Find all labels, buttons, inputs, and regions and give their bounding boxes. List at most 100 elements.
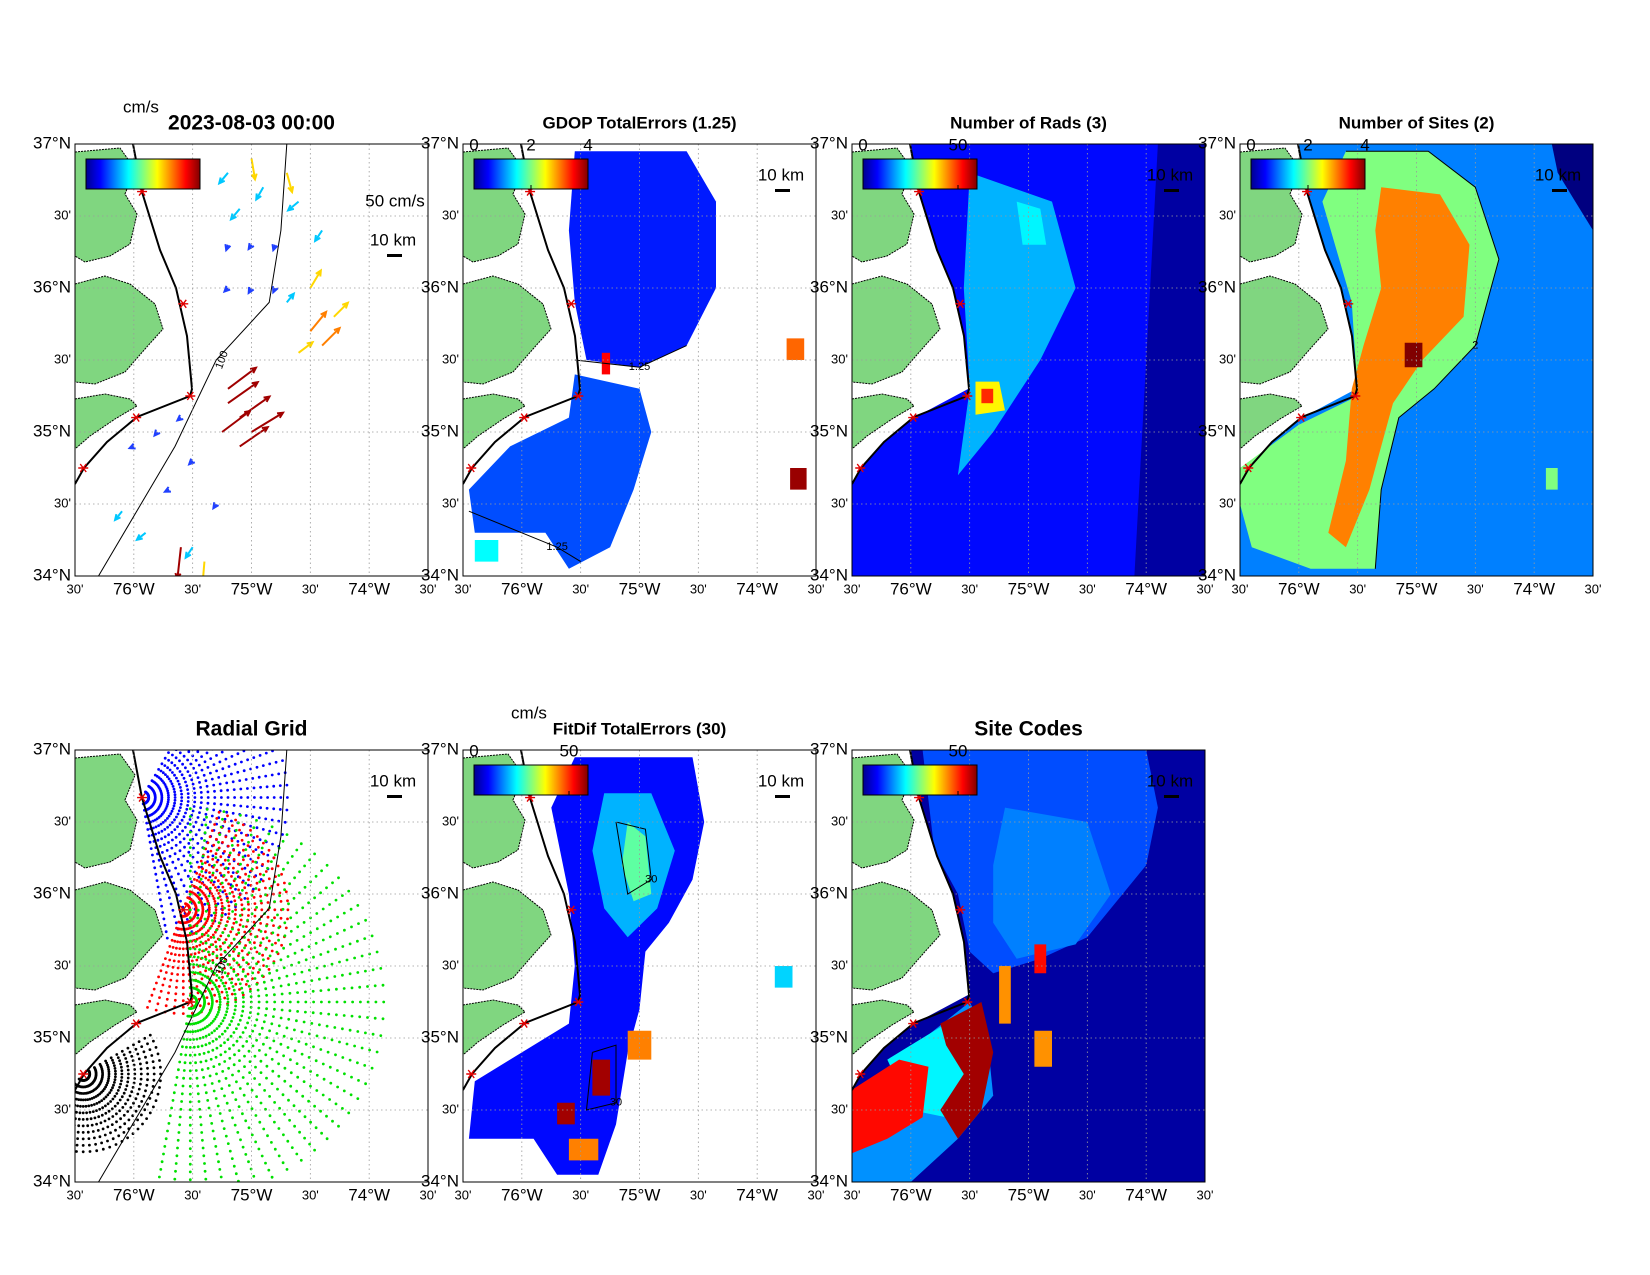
radial-grid-point: [302, 980, 306, 984]
radial-grid-point: [379, 967, 383, 970]
radial-grid-point: [293, 1124, 296, 1128]
radial-grid-point: [191, 970, 195, 974]
radial-grid-point: [223, 971, 227, 975]
radial-grid-point: [204, 1177, 208, 1181]
lat-tick-label: 34°N: [1198, 565, 1236, 584]
radial-grid-point: [224, 835, 228, 839]
radial-grid-point: [136, 1118, 140, 1122]
radial-grid-point: [318, 977, 321, 981]
radial-grid-point: [184, 723, 187, 726]
radial-grid-point: [363, 937, 367, 940]
radial-grid-point: [186, 732, 189, 735]
radial-grid-point: [295, 1019, 298, 1023]
radial-grid-point: [211, 1039, 215, 1043]
radial-grid-point: [199, 1060, 203, 1064]
radial-grid-point: [174, 740, 177, 743]
radial-grid-point: [178, 840, 182, 844]
radial-grid-point: [273, 900, 276, 903]
radial-grid-point: [241, 1044, 245, 1048]
radial-grid-point: [196, 908, 200, 912]
radial-grid-point: [242, 848, 245, 852]
radial-grid-point: [236, 1131, 240, 1134]
radial-grid-point: [173, 764, 177, 767]
radial-grid-point: [221, 1070, 225, 1073]
radial-grid-point: [206, 855, 210, 859]
radial-grid-point: [286, 917, 289, 921]
radial-grid-point: [206, 850, 210, 854]
radial-grid-point: [203, 1026, 207, 1030]
radial-grid-point: [374, 1000, 378, 1004]
radial-grid-point: [241, 823, 245, 827]
radial-grid-point: [364, 918, 367, 922]
scale-label: 10 km: [1535, 165, 1581, 184]
lon-tick-label: 30': [1079, 1187, 1096, 1202]
radial-grid-point: [296, 925, 300, 929]
radial-grid-point: [275, 1032, 279, 1035]
radial-grid-point: [226, 1038, 230, 1041]
radial-grid-point: [237, 978, 240, 981]
radial-grid-point: [188, 869, 192, 873]
radial-grid-point: [266, 853, 270, 857]
radial-grid-point: [198, 1107, 202, 1111]
radial-grid-point: [246, 918, 250, 922]
radial-grid-point: [236, 770, 240, 774]
radial-grid-point: [241, 888, 244, 892]
radial-grid-point: [154, 1099, 158, 1102]
radial-grid-point: [112, 1083, 115, 1087]
radial-grid-point: [170, 761, 174, 765]
radial-grid-point: [100, 1113, 104, 1117]
radial-grid-point: [202, 1076, 206, 1079]
radial-grid-point: [218, 782, 222, 786]
radial-grid-point: [206, 976, 209, 979]
radial-grid-point: [188, 846, 192, 849]
radial-grid-point: [231, 890, 234, 894]
radial-grid-point: [212, 936, 216, 939]
radar-site: [1243, 463, 1254, 473]
radial-grid-point: [273, 916, 276, 920]
radial-grid-point: [235, 920, 238, 924]
radial-grid-point: [207, 915, 210, 918]
radial-grid-point: [255, 765, 259, 769]
radial-grid-point: [177, 872, 180, 876]
radial-grid-point: [164, 883, 168, 887]
radial-grid-point: [197, 951, 201, 954]
radial-grid-point: [266, 957, 270, 960]
radial-grid-point: [107, 1072, 111, 1076]
radial-grid-point: [228, 977, 232, 981]
scale-label: 10 km: [1147, 771, 1193, 790]
radial-grid-point: [237, 1069, 241, 1073]
radial-grid-point: [136, 1092, 140, 1096]
scale-label: 10 km: [758, 165, 804, 184]
radial-grid-point: [321, 907, 325, 911]
radial-grid-point: [140, 1100, 144, 1103]
radial-grid-point: [272, 961, 276, 965]
radial-grid-point: [226, 997, 230, 1001]
axes-frame: [851, 143, 1206, 577]
radial-grid-point: [223, 774, 227, 778]
radial-grid-point: [203, 831, 207, 835]
radial-grid-point: [198, 936, 202, 940]
radial-grid-point: [326, 1050, 330, 1054]
radial-grid-point: [223, 858, 227, 862]
radial-grid-point: [220, 1119, 224, 1123]
radial-grid-point: [182, 1076, 186, 1080]
radial-grid-point: [111, 1115, 115, 1118]
radial-grid-point: [281, 839, 285, 843]
radial-grid-point: [225, 1101, 229, 1105]
radial-grid-point: [152, 826, 155, 830]
radial-grid-point: [259, 806, 262, 810]
radial-grid-point: [195, 924, 199, 928]
radial-grid-point: [58, 1140, 61, 1143]
radial-grid-point: [337, 1124, 340, 1128]
radial-grid-point: [247, 878, 250, 882]
radial-grid-point: [270, 1141, 273, 1144]
lat-tick-label: 30': [54, 207, 71, 222]
radial-grid-point: [282, 1133, 285, 1137]
radial-grid-point: [218, 965, 221, 969]
radial-grid-point: [272, 1039, 276, 1043]
radial-grid-point: [213, 916, 217, 920]
radial-grid-point: [284, 926, 288, 930]
radial-grid-point: [295, 1062, 299, 1065]
radial-grid-point: [295, 1152, 299, 1156]
radial-grid-point: [111, 1137, 115, 1141]
